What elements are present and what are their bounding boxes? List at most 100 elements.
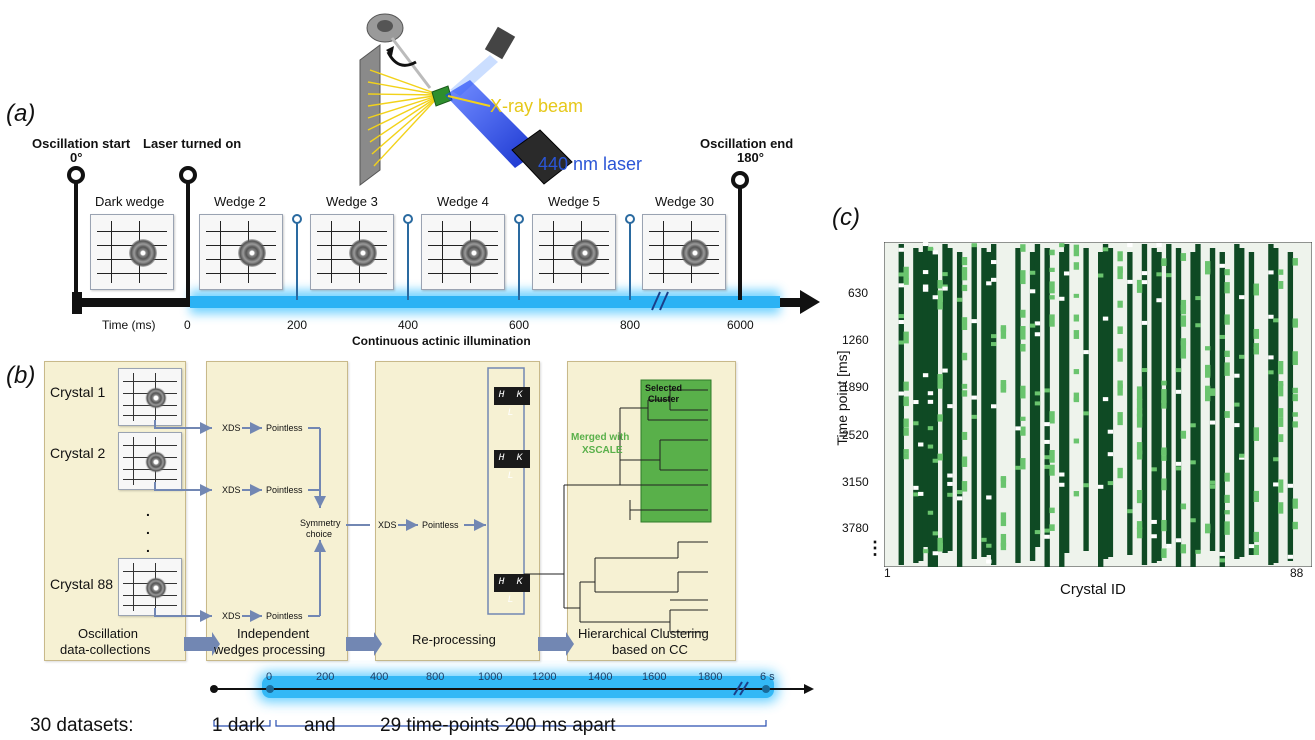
heatmap-light-cell: [1136, 450, 1143, 460]
time-tick-200: 200: [287, 318, 308, 332]
x-tick-1: 1: [884, 566, 891, 580]
heatmap-gap-cell: [1209, 391, 1216, 396]
heatmap-light-cell: [1224, 521, 1230, 535]
heatmap-light-cell: [903, 381, 909, 391]
heatmap-gap-cell: [971, 319, 977, 324]
heatmap-gap-cell: [1273, 457, 1279, 462]
heatmap-light-cell: [1161, 478, 1167, 491]
heatmap-light-cell: [1073, 392, 1080, 401]
heatmap-light-cell: [1224, 411, 1230, 418]
flow-pointless-3: Pointless: [266, 611, 303, 621]
heatmap-light-cell: [1205, 364, 1211, 370]
heatmap-light-cell: [961, 352, 968, 361]
heatmap-gap-cell: [947, 404, 953, 409]
heatmap-gap-cell: [1175, 466, 1182, 471]
caption-dark: 1 dark: [212, 715, 265, 736]
heatmap-dark-column: [1102, 244, 1109, 559]
caption-and: and: [304, 715, 336, 736]
heatmap-light-cell: [1073, 330, 1080, 339]
panel-b-timeline: [210, 672, 814, 727]
heatmap-light-cell: [1000, 477, 1007, 488]
heatmap-gap-cell: [913, 400, 919, 405]
heatmap-gap-cell: [898, 314, 904, 319]
laser-on-label: Laser turned on: [143, 136, 242, 151]
heatmap-light-cell: [1224, 314, 1230, 325]
heatmap-light-cell: [903, 266, 909, 280]
heatmap-light-cell: [1020, 458, 1026, 470]
heatmap-gap-cell: [1239, 453, 1245, 458]
heatmap-light-cell: [961, 431, 968, 440]
heatmap-light-cell: [1117, 380, 1123, 389]
heatmap-dark-column: [1141, 244, 1148, 565]
heatmap-light-cell: [1161, 400, 1167, 409]
heatmap-light-cell: [1049, 450, 1055, 463]
b-tick-1400: 1400: [588, 671, 613, 683]
heatmap-light-cell: [1049, 295, 1055, 300]
heatmap-gap-cell: [1195, 296, 1201, 301]
time-axis-label: Time (ms): [102, 318, 156, 332]
heatmap-light-cell: [937, 414, 943, 422]
heatmap-light-cell: [1000, 327, 1007, 339]
heatmap-gap-cell: [947, 481, 953, 486]
heatmap-gap-cell: [981, 537, 987, 542]
heatmap-light-cell: [1292, 318, 1298, 328]
heatmap-light-cell: [1117, 467, 1123, 479]
ellipsis-dot-3: .: [146, 539, 150, 555]
heatmap-light-cell: [1253, 329, 1259, 339]
heatmap-gap-cell: [1175, 538, 1182, 543]
heatmap-light-cell: [1049, 524, 1055, 531]
heatmap-gap-cell: [1044, 455, 1050, 460]
heatmap-gap-cell: [1156, 242, 1162, 247]
oscillation-end-angle: 180°: [737, 150, 764, 165]
heatmap-dark-column: [956, 252, 963, 567]
heatmap-light-cell: [1161, 258, 1167, 266]
heatmap-dark-column: [971, 244, 977, 559]
heatmap-gap-cell: [986, 281, 992, 286]
heatmap-gap-cell: [1034, 530, 1041, 535]
heatmap-gap-cell: [942, 368, 948, 373]
heatmap-light-cell: [1292, 421, 1298, 428]
heatmap-gap-cell: [1209, 484, 1216, 489]
heatmap-gap-cell: [898, 247, 904, 252]
heatmap-light-cell: [903, 453, 909, 460]
heatmap-light-cell: [937, 295, 943, 310]
heatmap-gap-cell: [991, 277, 997, 282]
heatmap-light-cell: [937, 374, 943, 384]
heatmap-gap-cell: [932, 551, 938, 556]
heatmap-gap-cell: [986, 559, 992, 564]
wedge-label-4: Wedge 4: [437, 194, 489, 209]
heatmap-gap-cell: [1107, 429, 1114, 434]
heatmap-light-cell: [1180, 544, 1187, 554]
heatmap-gap-cell: [1190, 460, 1196, 465]
heatmap-light-cell: [1205, 525, 1211, 531]
flow-xds-2: XDS: [222, 485, 241, 495]
flow-xds-3: XDS: [222, 611, 241, 621]
heatmap-light-cell: [1253, 343, 1259, 349]
heatmap-light-cell: [961, 317, 968, 331]
heatmap-light-cell: [1180, 503, 1187, 510]
heatmap-gap-cell: [932, 458, 938, 463]
heatmap-light-cell: [961, 390, 968, 397]
heatmap-light-cell: [1136, 490, 1143, 504]
heatmap-gap-cell: [1195, 323, 1201, 328]
heatmap-light-cell: [1253, 427, 1259, 441]
crystal-88-image: [118, 558, 182, 616]
heatmap-light-cell: [1049, 411, 1055, 424]
heatmap-dark-column: [1190, 252, 1196, 567]
heatmap-light-cell: [1277, 383, 1284, 397]
heatmap-light-cell: [1253, 544, 1259, 556]
heatmap-gap-cell: [971, 395, 977, 400]
heatmap-light-cell: [937, 382, 943, 389]
crystal-88-label: Crystal 88: [50, 576, 114, 592]
heatmap-light-cell: [937, 290, 943, 303]
heatmap-light-cell: [903, 427, 909, 436]
heatmap-dark-column: [898, 244, 904, 565]
heatmap-dark-column: [1044, 248, 1050, 567]
crystal-2-image: [118, 432, 182, 490]
heatmap-light-cell: [1224, 282, 1230, 294]
heatmap-gap-cell: [956, 297, 963, 302]
heatmap-gap-cell: [1248, 544, 1255, 549]
heatmap-light-cell: [1277, 479, 1284, 493]
heatmap-dark-column: [1234, 244, 1240, 559]
heatmap-dark-column: [1156, 252, 1162, 561]
